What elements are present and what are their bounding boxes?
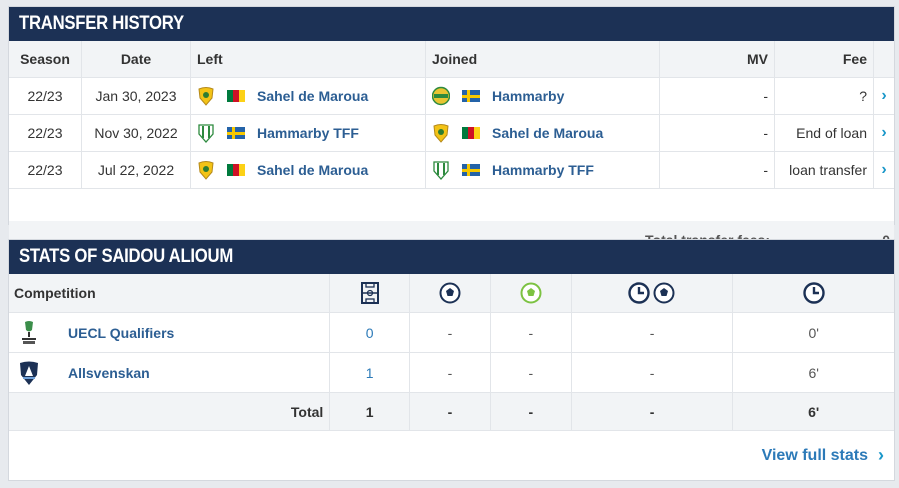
sahel-crest-icon[interactable] [432,123,450,143]
minutes-cell: 6' [808,364,819,381]
appearances-cell: 0 [330,313,411,352]
date-cell: Jul 22, 2022 [82,152,191,188]
transfer-table-header: Season Date Left Joined MV Fee [9,41,894,78]
cameroon-flag-icon [227,164,245,176]
competition-cell: UECL Qualifiers [9,313,331,352]
player-stats-box: STATS OF SAIDOU ALIOUM Competition [8,239,895,481]
sweden-flag-icon [227,127,245,139]
date-cell: Jan 30, 2023 [82,78,191,114]
hammarby-tff-crest-icon[interactable] [432,160,450,180]
fee-cell: End of loan [775,115,874,151]
total-goals: - [410,393,491,430]
chevron-right-icon: › [878,445,884,465]
allsvenskan-shield-icon[interactable] [18,360,40,386]
competition-link[interactable]: Allsvenskan [68,364,150,381]
stats-title: STATS OF SAIDOU ALIOUM [19,246,234,267]
col-date-header: Date [82,41,191,77]
stats-row: Allsvenskan 1 - - - 6' [9,353,894,393]
transfer-history-box: TRANSFER HISTORY Season Date Left Joined… [8,6,895,258]
col-joined-header: Joined [426,41,660,77]
sweden-flag-icon [462,90,480,102]
sahel-crest-icon[interactable] [197,86,215,106]
total-assists: - [491,393,572,430]
col-season-header: Season [9,41,82,77]
assists-cell: - [491,313,572,352]
sweden-flag-icon [462,164,480,176]
joined-club-link[interactable]: Hammarby [492,88,565,104]
stats-total-row: Total 1 - - - 6' [9,393,894,431]
col-fee-header: Fee [775,41,874,77]
view-full-stats-label: View full stats [761,446,868,464]
joined-club-cell: Hammarby [426,78,660,114]
joined-club-link[interactable]: Sahel de Maroua [492,125,604,141]
goals-cell: - [410,313,491,352]
goals-cell: - [410,353,491,392]
uecl-trophy-icon[interactable] [18,320,40,346]
mv-cell: - [660,78,775,114]
cameroon-flag-icon [462,127,480,139]
transfer-row[interactable]: 22/23 Jan 30, 2023 Sahel de Maroua Hamma… [9,78,894,115]
total-minutes: 6' [808,403,820,420]
left-club-cell: Sahel de Maroua [191,78,426,114]
season-cell: 22/23 [9,115,82,151]
joined-club-cell: Sahel de Maroua [426,115,660,151]
pitch-appearances-icon [330,274,411,312]
joined-club-link[interactable]: Hammarby TFF [492,162,594,178]
left-club-cell: Sahel de Maroua [191,152,426,188]
date-cell: Nov 30, 2022 [82,115,191,151]
left-club-cell: Hammarby TFF [191,115,426,151]
mv-cell: - [660,152,775,188]
appearances-link[interactable]: 1 [365,364,374,381]
joined-club-cell: Hammarby TFF [426,152,660,188]
goals-ball-icon [410,274,491,312]
col-left-header: Left [191,41,426,77]
chevron-right-icon[interactable]: › [881,87,887,104]
minutes-played-icon [733,274,894,312]
fee-cell: ? [775,78,874,114]
chevron-right-icon[interactable]: › [881,124,887,141]
min-per-goal-cell: - [572,313,734,352]
fee-cell: loan transfer [775,152,874,188]
view-full-stats-link[interactable]: View full stats › [762,445,884,466]
left-club-link[interactable]: Hammarby TFF [257,125,359,141]
col-competition-header: Competition [9,274,331,312]
minutes-per-goal-icon [572,274,734,312]
left-club-link[interactable]: Sahel de Maroua [257,88,369,104]
transfer-row[interactable]: 22/23 Nov 30, 2022 Hammarby TFF Sahel de… [9,115,894,152]
stats-row: UECL Qualifiers 0 - - - 0' [9,313,894,353]
stats-table-header: Competition [9,274,894,313]
assists-cell: - [491,353,572,392]
competition-cell: Allsvenskan [9,353,331,392]
season-cell: 22/23 [9,152,82,188]
competition-link[interactable]: UECL Qualifiers [68,324,175,341]
hammarby-crest-icon[interactable] [432,86,450,106]
appearances-cell: 1 [330,353,411,392]
mv-cell: - [660,115,775,151]
hammarby-tff-crest-icon[interactable] [197,123,215,143]
cameroon-flag-icon [227,90,245,102]
minutes-cell: 0' [808,324,819,341]
left-club-link[interactable]: Sahel de Maroua [257,162,369,178]
total-min-per-goal: - [572,393,734,430]
total-label: Total [9,393,331,430]
total-appearances: 1 [330,393,411,430]
appearances-link[interactable]: 0 [365,324,374,341]
assists-ball-icon [491,274,572,312]
transfer-history-title: TRANSFER HISTORY [19,13,184,34]
sahel-crest-icon[interactable] [197,160,215,180]
chevron-right-icon[interactable]: › [881,161,887,178]
transfer-history-header: TRANSFER HISTORY [9,7,894,41]
col-mv-header: MV [660,41,775,77]
stats-header: STATS OF SAIDOU ALIOUM [9,240,894,274]
transfer-row[interactable]: 22/23 Jul 22, 2022 Sahel de Maroua Hamma… [9,152,894,189]
season-cell: 22/23 [9,78,82,114]
min-per-goal-cell: - [572,353,734,392]
